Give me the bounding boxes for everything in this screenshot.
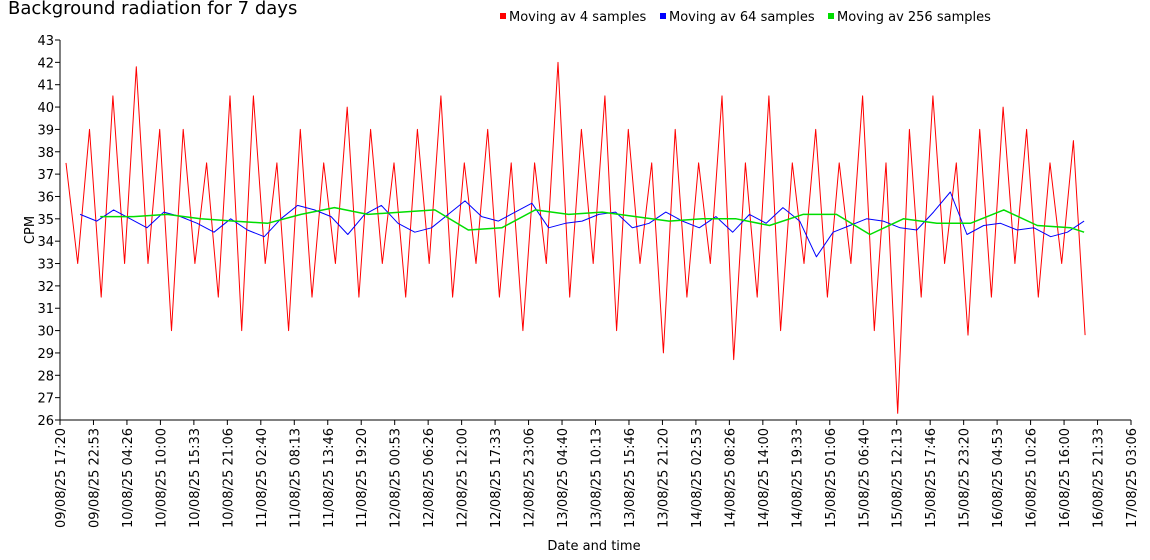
x-tick-label: 10/08/25 10:00 (154, 428, 169, 528)
x-tick-label: 11/08/25 08:13 (288, 428, 303, 528)
x-tick-label: 14/08/25 08:26 (723, 428, 738, 528)
legend-swatch (828, 13, 834, 19)
x-tick-label: 09/08/25 17:20 (54, 428, 69, 528)
x-tick-label: 12/08/25 17:33 (489, 428, 504, 528)
y-tick-label: 27 (37, 392, 54, 407)
x-tick-label: 15/08/25 17:46 (924, 428, 939, 528)
chart-title: Background radiation for 7 days (8, 0, 298, 19)
x-tick-label: 12/08/25 23:06 (523, 428, 538, 528)
series-line-3 (100, 206, 1085, 236)
y-tick-label: 37 (37, 168, 54, 183)
x-tick-label: 15/08/25 12:13 (891, 428, 906, 528)
y-tick-label: 32 (37, 280, 54, 295)
x-tick-label: 09/08/25 22:53 (87, 428, 102, 528)
x-tick-label: 16/08/25 16:00 (1058, 428, 1073, 528)
legend-swatch (500, 13, 506, 19)
x-tick-label: 16/08/25 21:33 (1092, 428, 1107, 528)
y-tick-label: 35 (37, 213, 54, 228)
x-tick-label: 10/08/25 15:33 (188, 428, 203, 528)
x-tick-label: 15/08/25 06:40 (857, 428, 872, 528)
y-tick-label: 28 (37, 369, 54, 384)
y-tick-label: 31 (37, 302, 54, 317)
y-tick-label: 30 (37, 325, 54, 340)
y-tick-label: 29 (37, 347, 54, 362)
y-axis-label: CPM (23, 216, 38, 244)
legend: Moving av 4 samples Moving av 64 samples M… (500, 10, 991, 25)
x-tick-label: 14/08/25 14:00 (757, 428, 772, 528)
x-tick-label: 13/08/25 21:20 (656, 428, 671, 528)
legend-label: Moving av 4 samples (509, 10, 647, 25)
x-ticks: 09/08/25 17:20 09/08/25 22:53 10/08/25 04:… (54, 420, 1140, 528)
x-tick-label: 13/08/25 15:46 (623, 428, 638, 528)
y-tick-label: 43 (37, 34, 54, 49)
x-axis-label: Date and time (547, 539, 640, 554)
y-tick-label: 26 (37, 414, 54, 429)
x-tick-label: 16/08/25 04:53 (991, 428, 1006, 528)
x-tick-label: 13/08/25 04:40 (556, 428, 571, 528)
x-tick-label: 10/08/25 21:06 (221, 428, 236, 528)
series-line-2 (79, 191, 1085, 258)
y-ticks: 26 27 28 29 30 31 32 33 34 35 36 37 38 39 40 41 42 43 (37, 34, 60, 429)
x-tick-label: 14/08/25 02:53 (690, 428, 705, 528)
y-tick-label: 36 (37, 190, 54, 205)
series-line-1 (65, 61, 1086, 414)
x-tick-label: 11/08/25 13:46 (322, 428, 337, 528)
legend-label: Moving av 64 samples (669, 10, 815, 25)
x-tick-label: 10/08/25 04:26 (121, 428, 136, 528)
y-tick-label: 39 (37, 123, 54, 138)
legend-label: Moving av 256 samples (837, 10, 991, 25)
y-tick-label: 41 (37, 79, 54, 94)
x-tick-label: 12/08/25 00:53 (389, 428, 404, 528)
series-layer (65, 61, 1086, 414)
x-tick-label: 12/08/25 06:26 (422, 428, 437, 528)
x-tick-label: 16/08/25 10:26 (1025, 428, 1040, 528)
y-tick-label: 42 (37, 56, 54, 71)
x-tick-label: 13/08/25 10:13 (590, 428, 605, 528)
legend-swatch (660, 13, 666, 19)
x-tick-label: 11/08/25 19:20 (355, 428, 370, 528)
x-tick-label: 14/08/25 19:33 (790, 428, 805, 528)
y-tick-label: 34 (37, 235, 54, 250)
y-tick-label: 40 (37, 101, 54, 116)
x-tick-label: 15/08/25 01:06 (824, 428, 839, 528)
y-tick-label: 33 (37, 258, 54, 273)
x-tick-label: 11/08/25 02:40 (255, 428, 270, 528)
x-tick-label: 17/08/25 03:06 (1125, 428, 1140, 528)
y-tick-label: 38 (37, 146, 54, 161)
x-tick-label: 15/08/25 23:20 (958, 428, 973, 528)
x-tick-label: 12/08/25 12:00 (456, 428, 471, 528)
